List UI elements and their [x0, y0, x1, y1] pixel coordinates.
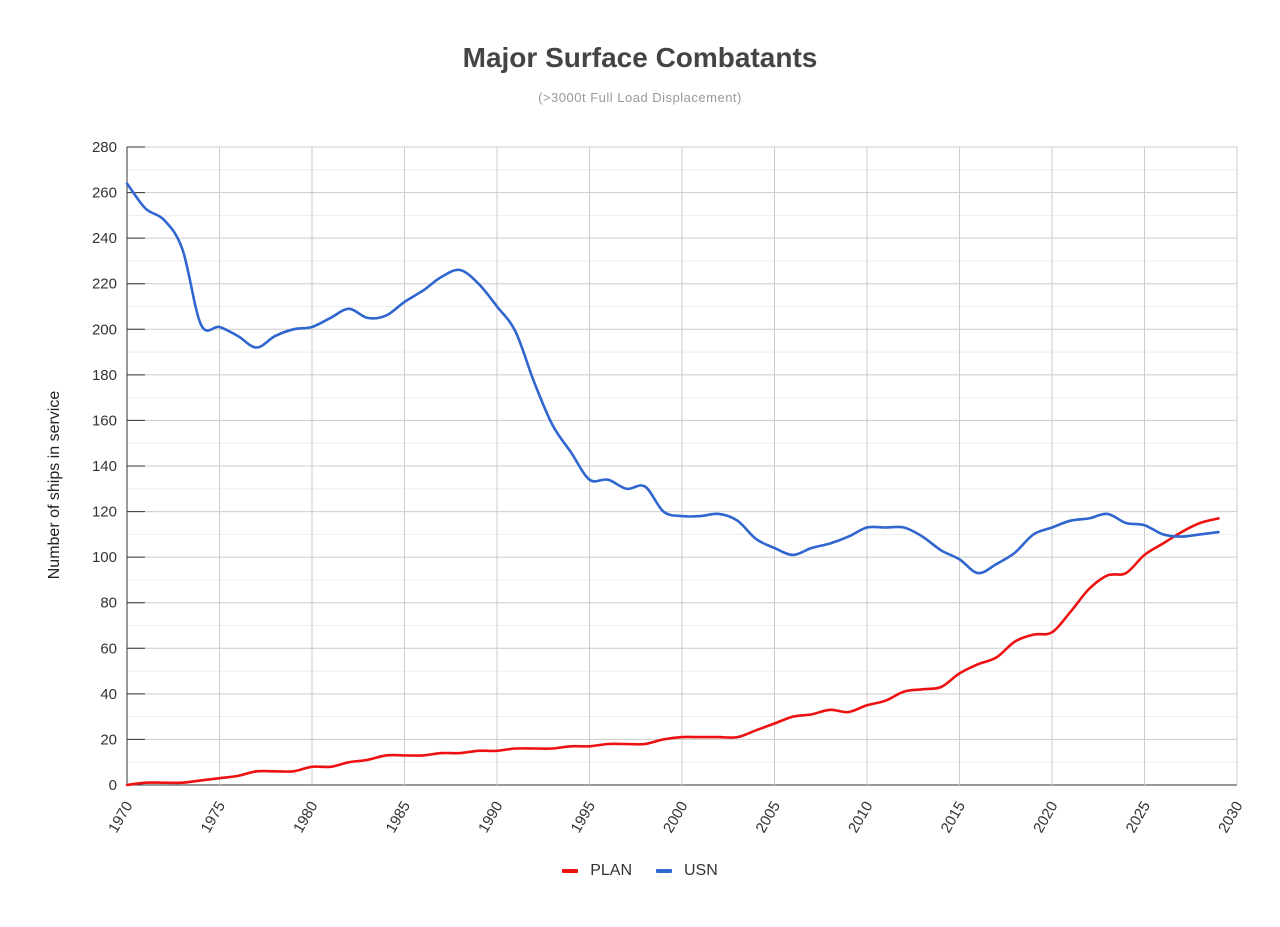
legend-swatch: [562, 869, 579, 873]
axes: 0 20 40 60 80 100 120 140 160 180 200 220 240 260 280 1…: [92, 139, 1246, 836]
y-tick-label: 60: [100, 640, 117, 657]
x-tick-label: 2005: [753, 799, 784, 836]
x-tick-label: 2020: [1030, 799, 1061, 836]
y-tick-label: 260: [92, 185, 117, 202]
x-tick-label: 1970: [105, 799, 136, 836]
y-tick-label: 220: [92, 276, 117, 293]
y-tick-label: 120: [92, 504, 117, 521]
x-tick-label: 2025: [1123, 799, 1154, 836]
x-tick-label: 1975: [198, 799, 229, 836]
grid: [126, 146, 1238, 786]
y-tick-label: 80: [100, 595, 117, 612]
legend-label: USN: [684, 862, 718, 879]
series: [125, 182, 1220, 787]
legend-label: PLAN: [590, 862, 632, 879]
legend-item-plan: PLAN: [562, 862, 632, 880]
legend: PLAN USN: [0, 862, 1280, 880]
series-line-plan: [125, 517, 1220, 787]
y-tick-label: 180: [92, 367, 117, 384]
x-tick-label: 2030: [1215, 799, 1246, 836]
y-tick-label: 280: [92, 139, 117, 156]
y-tick-label: 40: [100, 686, 117, 703]
y-tick-label: 100: [92, 549, 117, 566]
y-axis-title: Number of ships in service: [46, 391, 63, 580]
x-tick-label: 2015: [938, 799, 969, 836]
y-tick-label: 20: [100, 731, 117, 748]
x-tick-label: 2000: [660, 799, 691, 836]
series-line-usn: [125, 182, 1220, 575]
x-tick-label: 2010: [845, 799, 876, 836]
legend-item-usn: USN: [656, 862, 718, 880]
x-tick-label: 1985: [383, 799, 414, 836]
x-tick-label: 1990: [475, 799, 506, 836]
y-tick-label: 140: [92, 458, 117, 475]
y-tick-label: 0: [109, 777, 117, 794]
y-tick-label: 200: [92, 321, 117, 338]
legend-swatch: [656, 869, 672, 873]
y-tick-label: 160: [92, 412, 117, 429]
chart-title: Major Surface Combatants: [462, 42, 818, 73]
y-tick-label: 240: [92, 230, 117, 247]
chart-subtitle: (>3000t Full Load Displacement): [538, 90, 742, 105]
x-tick-label: 1995: [568, 799, 599, 836]
x-tick-label: 1980: [290, 799, 321, 836]
